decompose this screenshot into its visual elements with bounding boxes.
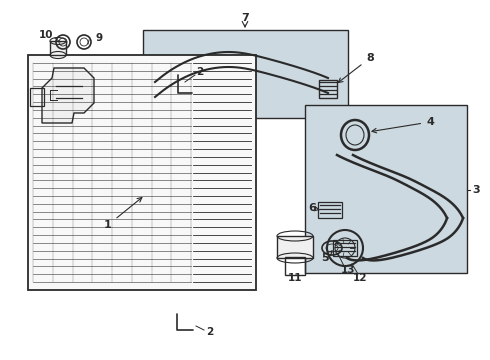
Text: 12: 12 xyxy=(353,273,367,283)
Text: 11: 11 xyxy=(288,273,302,283)
Text: 10: 10 xyxy=(39,30,53,40)
Bar xyxy=(305,105,467,273)
Bar xyxy=(319,80,337,98)
Polygon shape xyxy=(42,68,94,123)
Bar xyxy=(318,202,342,218)
Text: 6: 6 xyxy=(308,203,319,213)
Text: 1: 1 xyxy=(104,198,142,230)
Text: 2: 2 xyxy=(206,327,214,337)
Bar xyxy=(50,41,66,55)
Text: 9: 9 xyxy=(95,33,102,43)
Text: 4: 4 xyxy=(372,117,434,133)
Text: 3: 3 xyxy=(472,185,480,195)
Text: 7: 7 xyxy=(241,13,249,23)
Text: 13: 13 xyxy=(341,265,355,275)
Text: 8: 8 xyxy=(338,53,374,82)
Bar xyxy=(333,240,357,256)
Bar xyxy=(285,257,305,275)
Bar xyxy=(28,55,256,290)
Bar xyxy=(30,88,44,106)
Bar xyxy=(143,30,348,118)
Text: 5: 5 xyxy=(321,251,332,263)
Text: 2: 2 xyxy=(196,67,204,77)
Bar xyxy=(277,236,313,258)
